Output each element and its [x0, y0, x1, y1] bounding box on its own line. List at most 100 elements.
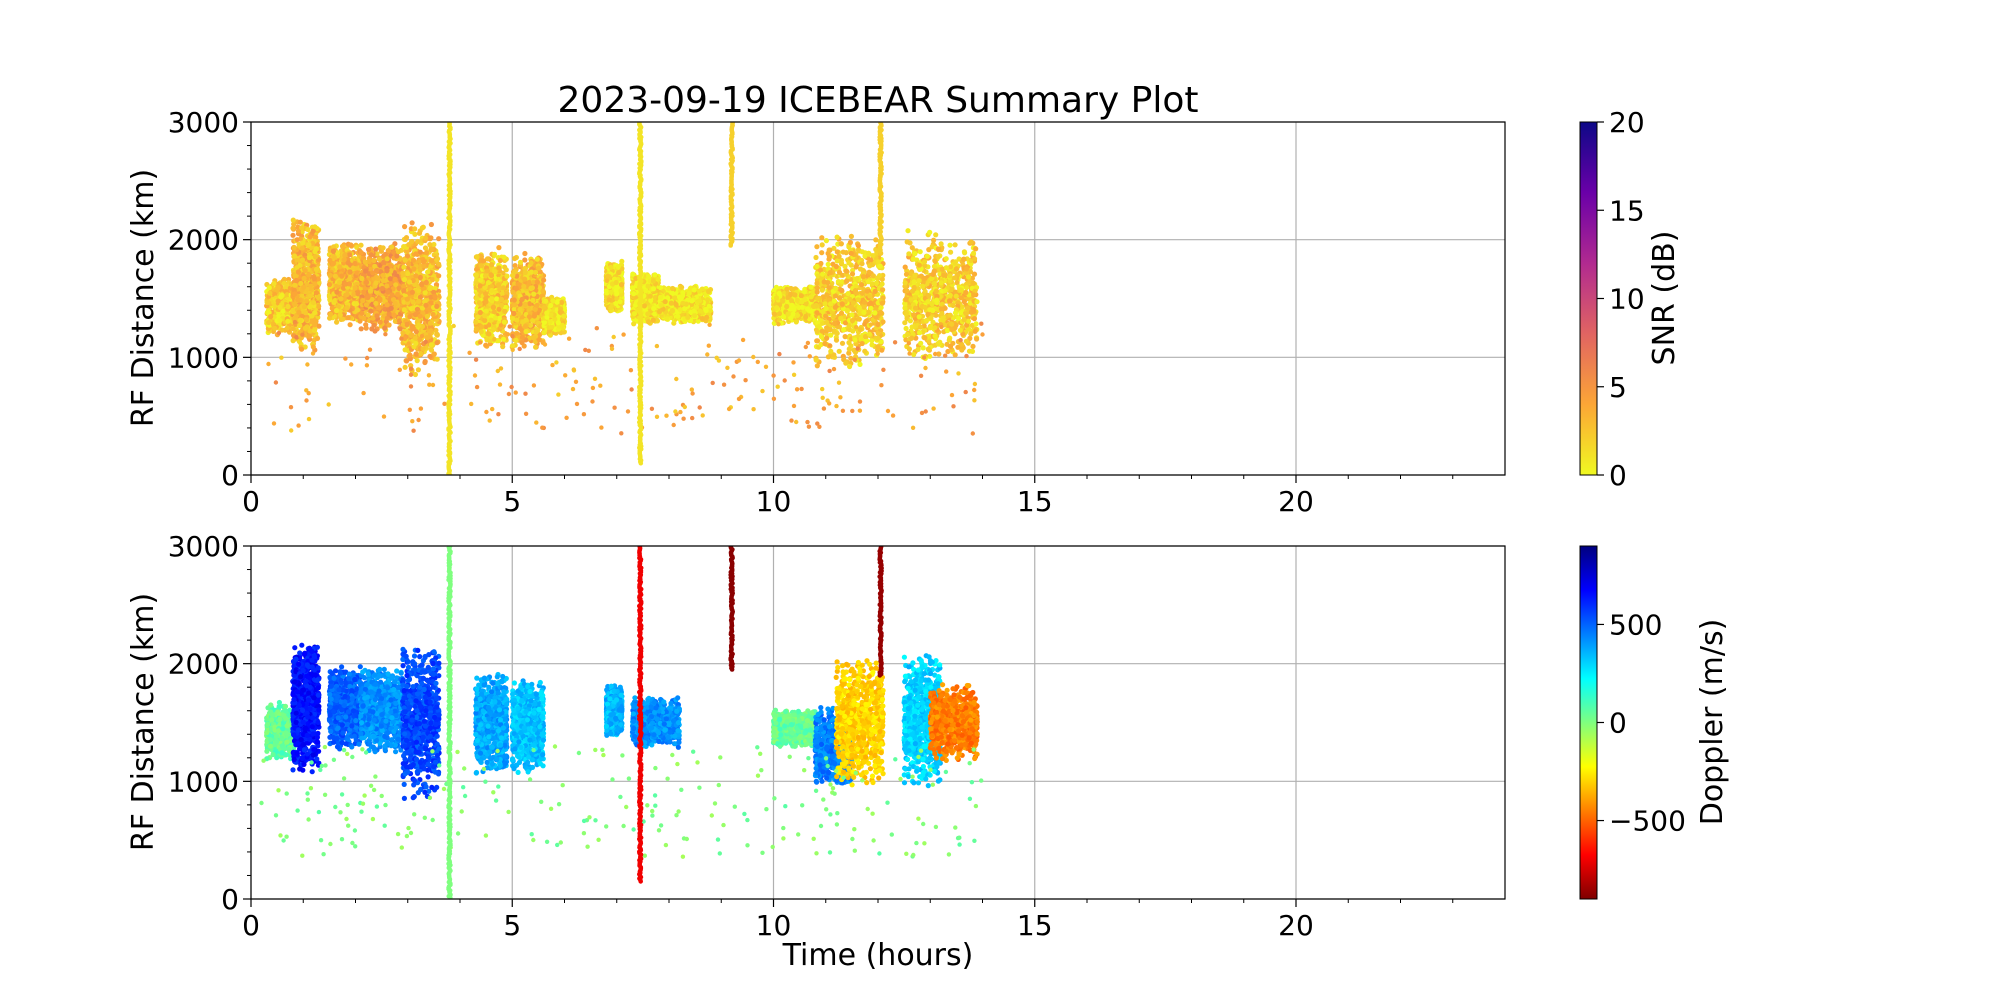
scatter-point: [307, 255, 313, 261]
scatter-point: [337, 264, 343, 270]
scatter-point: [266, 309, 272, 316]
snr-scatter-points: [264, 122, 985, 475]
scatter-point: [523, 317, 529, 323]
scatter-point: [271, 281, 277, 287]
scatter-point: [473, 319, 479, 325]
scatter-point: [530, 297, 536, 303]
scatter-point: [352, 260, 358, 267]
scatter-point: [338, 296, 344, 302]
scatter-point: [376, 256, 382, 262]
scatter-point: [302, 310, 309, 316]
scatter-point: [377, 296, 383, 302]
scatter-point: [534, 302, 540, 308]
scatter-point: [299, 225, 305, 231]
scatter-point: [316, 303, 322, 309]
scatter-point: [371, 257, 377, 264]
scatter-point: [417, 267, 423, 273]
scatter-point: [401, 277, 408, 283]
scatter-point: [266, 319, 272, 326]
scatter-point: [272, 325, 278, 331]
scatter-point: [302, 325, 309, 331]
scatter-point: [485, 280, 492, 286]
scatter-point: [504, 273, 510, 279]
scatter-point: [306, 333, 313, 339]
scatter-point: [311, 276, 317, 282]
scatter-point: [432, 293, 438, 299]
scatter-point: [290, 217, 296, 223]
scatter-point: [374, 267, 380, 274]
scatter-point: [295, 228, 301, 234]
scatter-point: [380, 277, 386, 284]
scatter-point: [307, 293, 314, 299]
scatter-point: [302, 252, 308, 258]
scatter-point: [290, 307, 296, 313]
scatter-point: [498, 296, 505, 302]
scatter-point: [503, 294, 509, 300]
scatter-point: [327, 272, 333, 278]
scatter-point: [473, 272, 479, 278]
scatter-point: [285, 318, 291, 324]
scatter-point: [363, 302, 369, 308]
scatter-point: [540, 288, 546, 294]
scatter-point: [290, 232, 296, 238]
scatter-point: [384, 268, 390, 274]
scatter-point: [373, 280, 379, 286]
scatter-point: [413, 273, 419, 279]
scatter-point: [512, 302, 518, 308]
scatter-point: [305, 226, 311, 233]
scatter-point: [409, 220, 415, 226]
scatter-point: [489, 287, 495, 294]
scatter-point: [407, 352, 413, 358]
scatter-point: [419, 225, 425, 231]
scatter-point: [434, 331, 440, 337]
scatter-point: [413, 351, 419, 357]
scatter-point: [413, 251, 419, 257]
scatter-point: [401, 283, 407, 289]
scatter-point: [312, 254, 319, 260]
scatter-point: [483, 308, 489, 314]
scatter-point: [477, 283, 483, 289]
scatter-point: [423, 279, 429, 286]
scatter-point: [434, 340, 440, 346]
scatter-point: [522, 250, 528, 257]
scatter-point: [294, 237, 300, 243]
scatter-point: [416, 288, 422, 294]
scatter-point: [541, 277, 547, 283]
scatter-point: [434, 303, 440, 309]
scatter-point: [302, 304, 308, 310]
scatter-point: [345, 315, 351, 321]
scatter-point: [299, 257, 306, 263]
scatter-point: [297, 219, 303, 225]
scatter-point: [511, 297, 517, 303]
scatter-point: [533, 344, 539, 350]
scatter-point: [299, 245, 305, 251]
scatter-point: [517, 259, 524, 265]
scatter-point: [382, 325, 388, 331]
scatter-point: [334, 289, 340, 295]
scatter-point: [280, 308, 286, 314]
scatter-point: [427, 284, 433, 291]
scatter-point: [347, 269, 353, 275]
scatter-point: [425, 269, 431, 275]
scatter-point: [326, 293, 333, 300]
scatter-point: [267, 290, 273, 296]
scatter-point: [358, 250, 364, 256]
scatter-point: [412, 231, 418, 237]
scatter-point: [434, 356, 440, 362]
scatter-point: [294, 265, 300, 271]
scatter-point: [347, 322, 353, 328]
scatter-point: [373, 300, 379, 306]
scatter-point: [406, 279, 413, 285]
scatter-point: [331, 254, 337, 260]
scatter-point: [290, 225, 296, 231]
scatter-point: [295, 269, 301, 275]
scatter-point: [337, 312, 343, 318]
scatter-point: [478, 329, 484, 335]
scatter-point: [428, 258, 435, 264]
scatter-point: [519, 334, 526, 341]
scatter-point: [354, 307, 360, 313]
scatter-point: [313, 290, 320, 296]
scatter-point: [392, 300, 398, 307]
scatter-point: [424, 335, 430, 341]
